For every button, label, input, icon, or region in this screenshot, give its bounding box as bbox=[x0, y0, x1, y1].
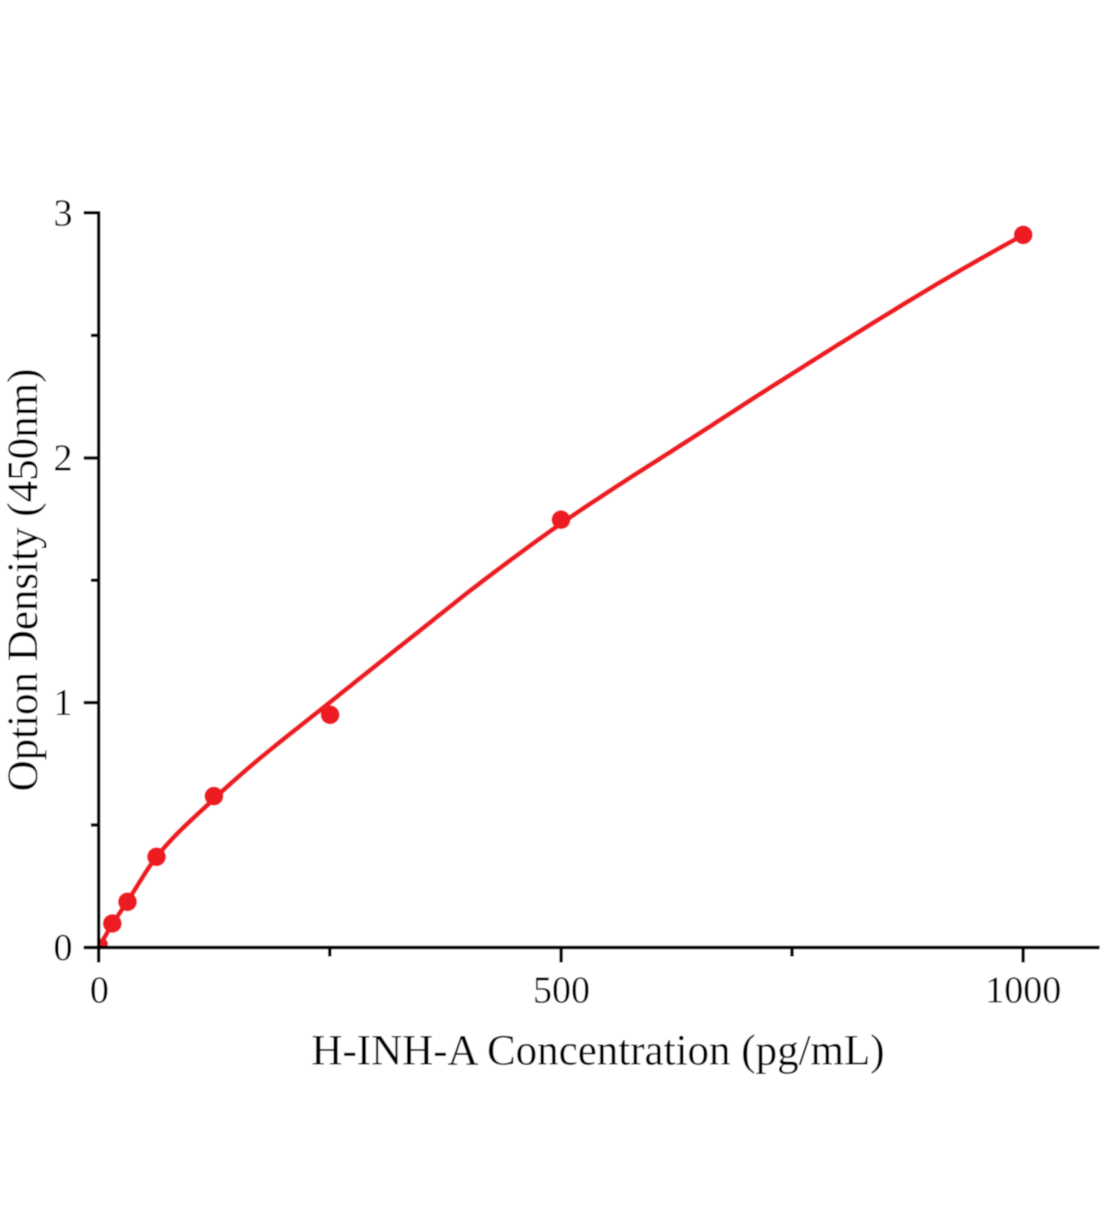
svg-text:3: 3 bbox=[54, 192, 73, 234]
svg-text:0: 0 bbox=[54, 927, 73, 969]
svg-text:2: 2 bbox=[54, 438, 73, 480]
svg-text:Option Density (450nm): Option Density (450nm) bbox=[0, 369, 47, 792]
svg-text:500: 500 bbox=[533, 970, 590, 1012]
svg-text:H-INH-A Concentration (pg/mL): H-INH-A Concentration (pg/mL) bbox=[311, 1028, 884, 1075]
svg-text:1: 1 bbox=[54, 682, 73, 724]
svg-text:0: 0 bbox=[90, 970, 109, 1012]
svg-text:1000: 1000 bbox=[985, 970, 1061, 1012]
